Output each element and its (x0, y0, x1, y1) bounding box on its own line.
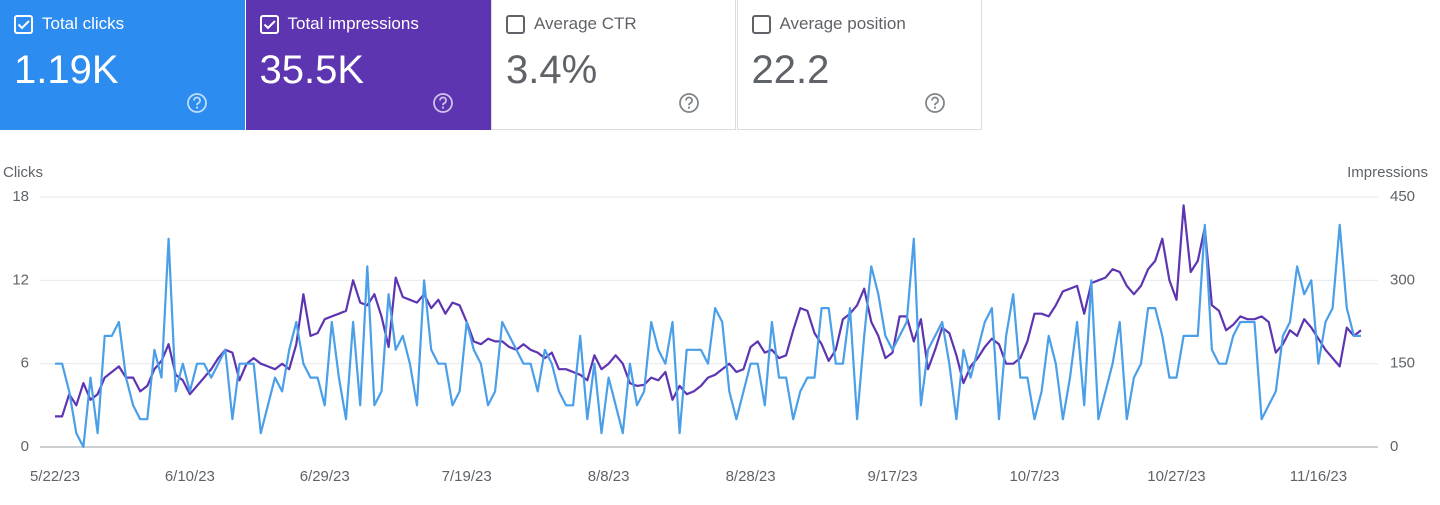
metric-card[interactable]: Total clicks 1.19K (0, 0, 245, 130)
y2-tick-label: 300 (1390, 271, 1415, 288)
x-tick-label: 11/16/23 (1290, 468, 1347, 485)
y-tick-label: 18 (12, 188, 29, 205)
x-tick-label: 6/10/23 (165, 468, 215, 485)
series-line (55, 204, 1362, 418)
card-value: 22.2 (751, 48, 830, 92)
y2-tick-label: 450 (1390, 188, 1415, 205)
card-label: Total clicks (42, 14, 125, 33)
chart: Clicks Impressions 0 6 12 18 0 150 300 450 5/22/23… (3, 164, 1428, 485)
y-tick-label: 0 (21, 438, 29, 455)
y-axis-title: Clicks (3, 164, 43, 181)
checkbox[interactable] (13, 14, 35, 36)
help-icon[interactable] (432, 92, 454, 114)
card-label: Average CTR (534, 14, 637, 33)
y-tick-label: 6 (21, 355, 29, 372)
x-tick-label: 5/22/23 (30, 468, 80, 485)
y2-tick-label: 0 (1390, 438, 1398, 455)
help-icon[interactable] (678, 92, 700, 114)
series-line (55, 223, 1361, 449)
x-tick-label: 9/17/23 (868, 468, 918, 485)
metric-card[interactable]: Average CTR 3.4% (491, 0, 736, 130)
x-tick-label: 10/27/23 (1147, 468, 1205, 485)
card-label: Average position (779, 14, 906, 33)
x-tick-label: 8/28/23 (726, 468, 776, 485)
card-value: 3.4% (506, 48, 598, 92)
checkbox[interactable] (751, 14, 773, 36)
checkbox[interactable] (259, 14, 281, 36)
card-value: 1.19K (14, 48, 119, 92)
x-tick-label: 8/8/23 (588, 468, 630, 485)
x-tick-label: 6/29/23 (300, 468, 350, 485)
card-label: Total impressions (287, 14, 419, 33)
help-icon[interactable] (924, 92, 946, 114)
help-icon[interactable] (186, 92, 208, 114)
y2-tick-label: 150 (1390, 355, 1415, 372)
metric-card[interactable]: Total impressions 35.5K (245, 0, 491, 130)
checkbox[interactable] (505, 14, 527, 36)
x-tick-label: 7/19/23 (442, 468, 492, 485)
x-tick-label: 10/7/23 (1009, 468, 1059, 485)
y2-axis-title: Impressions (1347, 164, 1428, 181)
metric-card[interactable]: Average position 22.2 (736, 0, 982, 130)
card-value: 35.5K (259, 48, 365, 92)
y-tick-label: 12 (12, 271, 29, 288)
